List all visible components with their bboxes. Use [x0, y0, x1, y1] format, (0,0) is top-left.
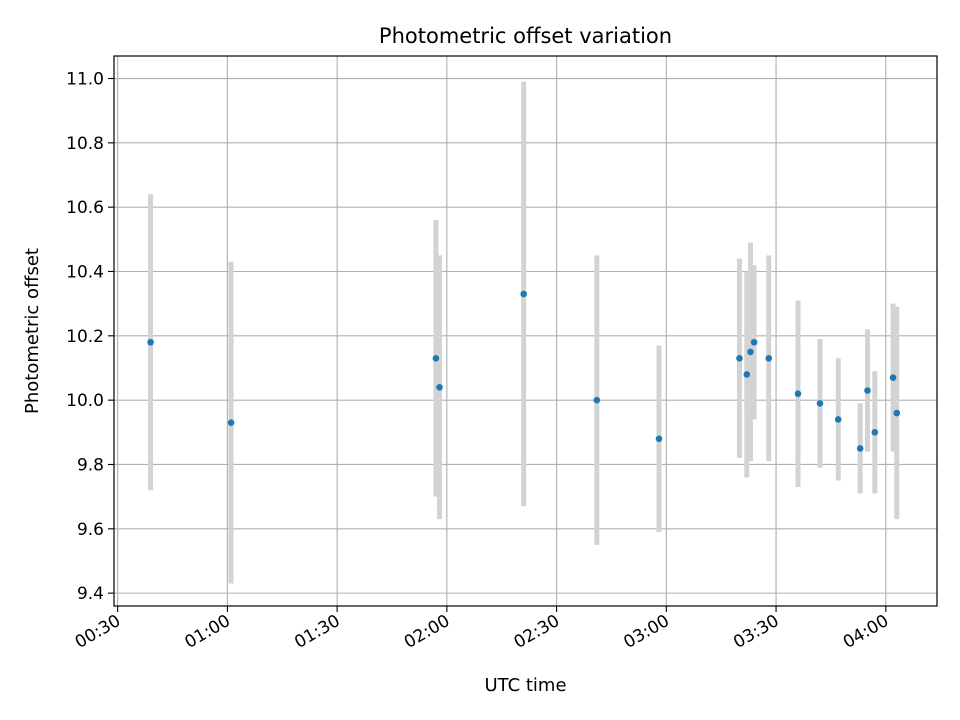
y-tick-label: 10.4 [66, 262, 104, 282]
y-tick-label: 9.8 [77, 455, 104, 475]
data-point [432, 355, 440, 362]
y-axis-ticks: 9.4 9.6 9.8 10.0 10.2 10.4 10.6 10.8 11.0 [66, 70, 114, 604]
x-tick-label: 02:00 [401, 611, 453, 653]
y-tick-label: 10.0 [66, 391, 104, 411]
data-point [794, 390, 802, 398]
x-tick-label: 02:30 [511, 611, 563, 653]
y-tick-label: 9.6 [77, 520, 104, 540]
y-tick-label: 10.8 [66, 134, 104, 154]
y-tick-label: 10.6 [66, 198, 104, 218]
x-tick-label: 03:00 [620, 611, 672, 653]
data-point [520, 290, 527, 298]
x-tick-label: 00:30 [72, 611, 124, 653]
error-bars [148, 81, 900, 584]
data-point [227, 419, 235, 426]
data-point [750, 338, 758, 346]
data-point [816, 400, 824, 407]
chart-title: Photometric offset variation [379, 24, 672, 48]
data-point [893, 409, 901, 417]
data-point [834, 416, 842, 423]
x-axis-title: UTC time [484, 675, 566, 696]
data-point [655, 435, 663, 443]
data-point [765, 355, 773, 362]
x-axis-ticks: 00:30 01:00 01:30 02:00 02:30 03:00 03:30 04:00 [72, 606, 892, 653]
data-point [736, 355, 743, 362]
data-point [871, 429, 879, 436]
data-points [147, 290, 901, 452]
data-point [593, 396, 601, 404]
data-point [743, 371, 751, 378]
data-point [147, 338, 154, 346]
data-point [864, 387, 871, 394]
data-point [747, 348, 754, 356]
data-point [856, 445, 864, 452]
y-tick-label: 10.2 [66, 327, 104, 347]
y-axis-title: Photometric offset [22, 248, 43, 414]
y-tick-label: 9.4 [77, 584, 104, 604]
data-point [436, 383, 443, 391]
x-tick-label: 03:30 [730, 611, 782, 653]
x-tick-label: 01:00 [181, 611, 233, 653]
x-tick-label: 04:00 [840, 611, 892, 653]
y-tick-label: 11.0 [66, 70, 104, 90]
x-tick-label: 01:30 [291, 611, 343, 653]
plot-frame [113, 55, 938, 607]
data-point [889, 374, 897, 381]
